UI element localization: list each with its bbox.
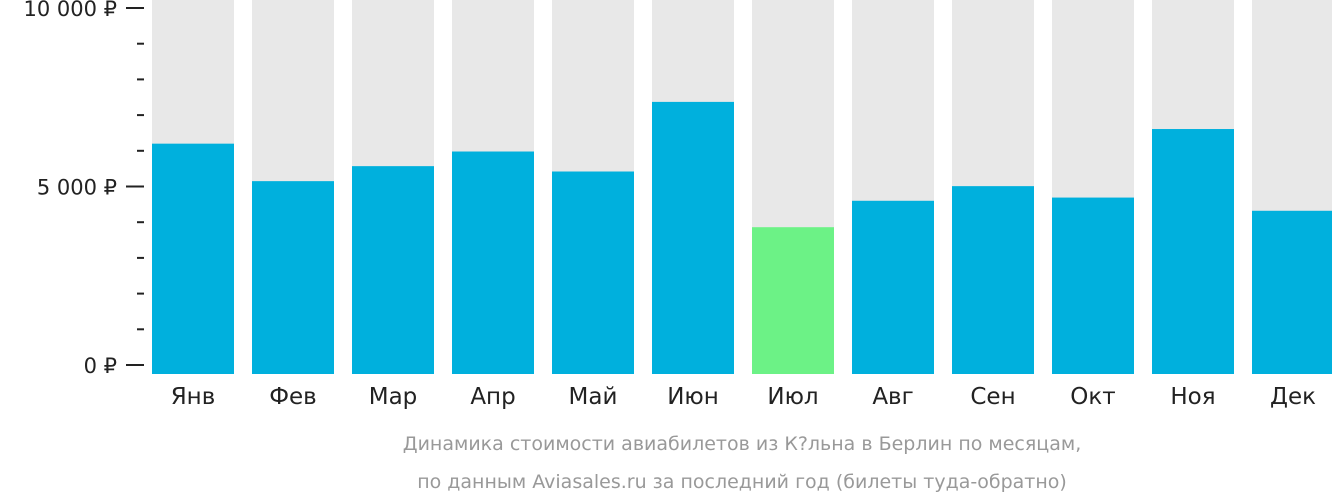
chart-caption-line-1: Динамика стоимости авиабилетов из К?льна… bbox=[403, 433, 1082, 455]
x-tick-label: Дек bbox=[1270, 384, 1316, 410]
bars bbox=[152, 0, 1332, 375]
bar[interactable] bbox=[552, 171, 634, 374]
bar[interactable] bbox=[852, 200, 934, 374]
bar[interactable] bbox=[152, 143, 234, 374]
bar[interactable] bbox=[952, 186, 1034, 374]
x-tick-label: Мар bbox=[369, 384, 418, 410]
bar-cheapest[interactable] bbox=[752, 227, 834, 374]
x-tick-label: Ноя bbox=[1170, 384, 1215, 410]
x-tick-label: Окт bbox=[1070, 384, 1115, 410]
bar[interactable] bbox=[252, 181, 334, 374]
bar[interactable] bbox=[652, 101, 734, 375]
bar[interactable] bbox=[1252, 210, 1332, 374]
bar[interactable] bbox=[1152, 129, 1234, 374]
x-tick-label: Авг bbox=[872, 384, 913, 410]
x-tick-label: Сен bbox=[970, 384, 1015, 410]
bar[interactable] bbox=[352, 166, 434, 374]
x-tick-label: Июн bbox=[667, 384, 719, 410]
x-axis-labels: Янв Фев Мар Апр Май Июн Июл Авг Сен Окт Ноя Дек bbox=[171, 384, 1316, 410]
x-tick-label: Апр bbox=[470, 384, 515, 410]
x-tick-label: Июл bbox=[767, 384, 818, 410]
bar[interactable] bbox=[452, 151, 534, 374]
y-tick-label: 10 000 ₽ bbox=[23, 0, 117, 21]
x-tick-label: Янв bbox=[171, 384, 216, 410]
x-tick-label: Фев bbox=[269, 384, 317, 410]
y-axis: 0 ₽ 5 000 ₽ 10 000 ₽ bbox=[23, 0, 144, 378]
y-tick-label: 0 ₽ bbox=[84, 354, 117, 378]
x-tick-label: Май bbox=[569, 384, 618, 410]
chart-caption-line-2: по данным Aviasales.ru за последний год … bbox=[417, 471, 1067, 493]
bar[interactable] bbox=[1052, 197, 1134, 374]
y-tick-label: 5 000 ₽ bbox=[37, 176, 117, 200]
